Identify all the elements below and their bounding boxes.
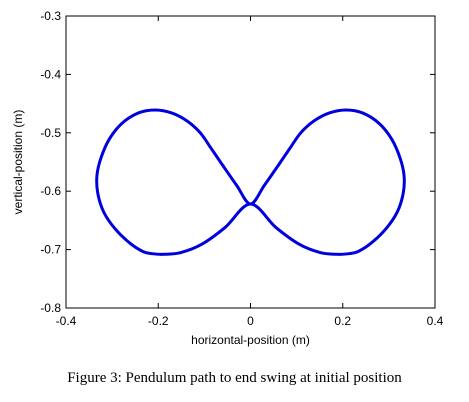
x-tick-label: -0.4 xyxy=(56,314,77,328)
y-tick-label: -0.5 xyxy=(40,126,61,140)
figure-caption: Figure 3: Pendulum path to end swing at … xyxy=(67,370,402,386)
axes-box xyxy=(65,15,436,309)
x-tick-label: 0.2 xyxy=(334,314,351,328)
pendulum-path-chart: -0.4 -0.2 0 0.2 0.4-0.3-0.4-0.5-0.6-0.7-0.8 … xyxy=(11,9,444,347)
y-tick-label: -0.6 xyxy=(40,184,61,198)
x-tick-label: 0 xyxy=(247,314,254,328)
y-tick-label: -0.7 xyxy=(40,243,61,257)
x-tick-label: -0.2 xyxy=(148,314,169,328)
y-axis-title: vertical-position (m) xyxy=(11,110,25,215)
x-tick-label: 0.4 xyxy=(427,314,444,328)
tick-layer: -0.4 -0.2 0 0.2 0.4 -0.3 -0.4 -0.5 -0.6 -0.7 -0.8 xyxy=(40,9,443,328)
y-tick-label: -0.8 xyxy=(40,301,61,315)
pendulum-path-line xyxy=(95,108,406,256)
x-axis-title: horizontal-position (m) xyxy=(191,333,310,347)
y-tick-label: -0.4 xyxy=(40,67,61,81)
curve-layer xyxy=(95,108,406,256)
y-tick-label: -0.3 xyxy=(40,9,61,23)
